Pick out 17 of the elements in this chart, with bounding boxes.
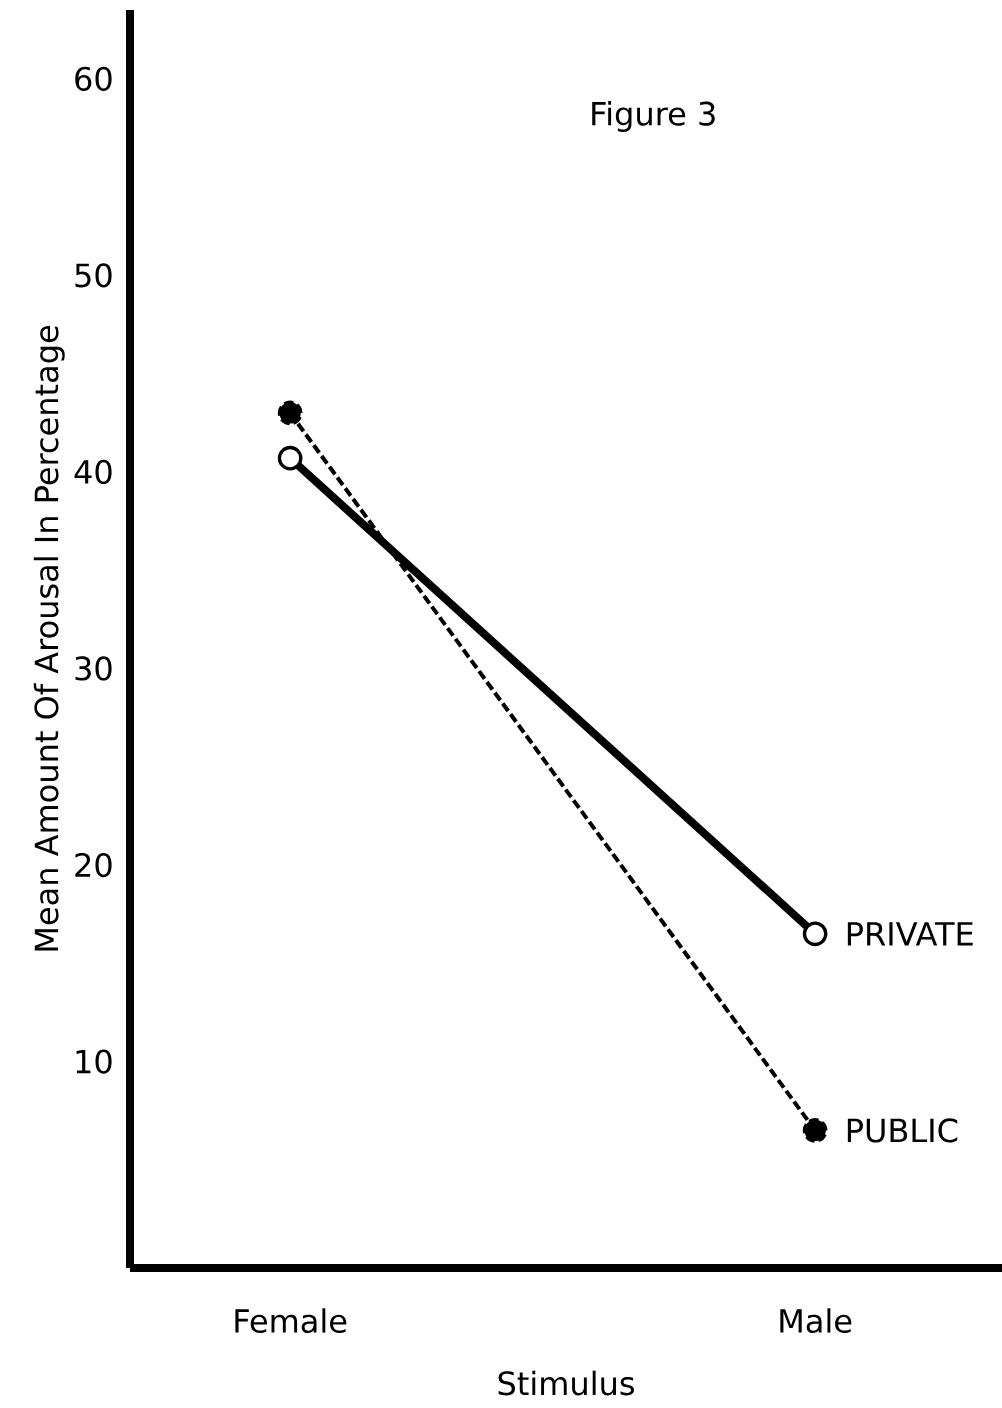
text: Figure 3 xyxy=(592,101,715,132)
point xyxy=(277,445,303,471)
legend-label: PUBLIC xyxy=(847,1118,958,1143)
point xyxy=(802,1118,828,1143)
y-axis-title: Mean Amount Of Arousal In Percentage xyxy=(33,325,65,951)
y-tick-label: 40 xyxy=(74,459,112,485)
point xyxy=(802,921,828,947)
y-tick-label: 10 xyxy=(76,1049,112,1074)
y-tick-label: 20 xyxy=(75,852,112,878)
y-tick-label: 50 xyxy=(75,263,112,288)
x-axis-title: Stimulus xyxy=(498,1370,634,1396)
x-tick-label: Female xyxy=(235,1308,347,1334)
point xyxy=(277,400,303,426)
y-tick-label: 60 xyxy=(75,66,112,91)
legend-label: PRIVATE xyxy=(847,922,973,946)
x-tick-label: Male xyxy=(780,1308,852,1334)
y-tick-label: 30 xyxy=(75,656,112,681)
